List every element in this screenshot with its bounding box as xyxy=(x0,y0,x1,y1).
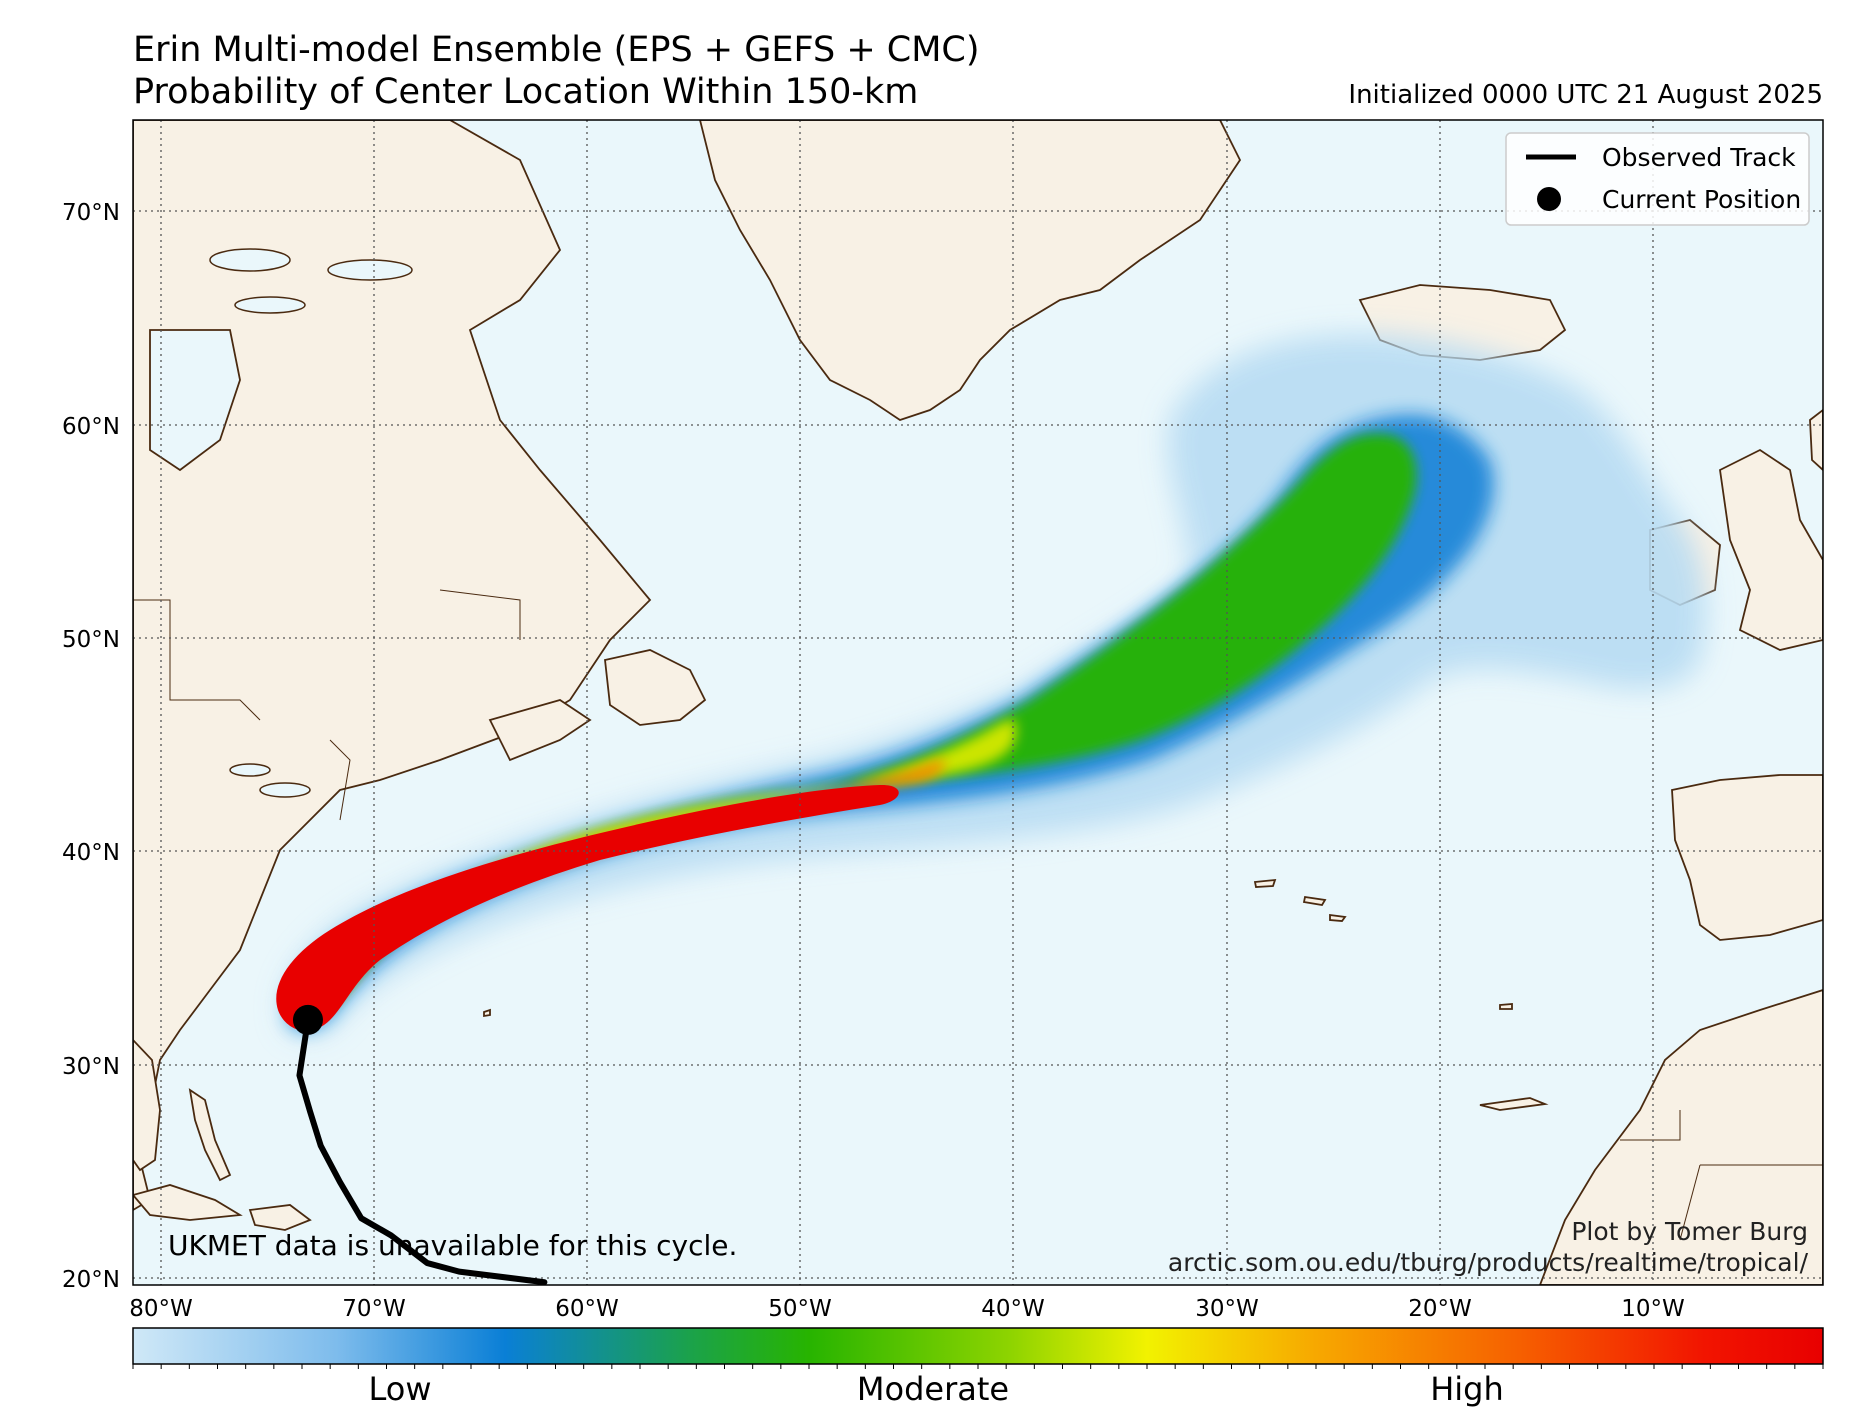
lon-label: 30°W xyxy=(1195,1296,1259,1322)
initialized-time: Initialized 0000 UTC 21 August 2025 xyxy=(1348,80,1823,110)
lat-label: 50°N xyxy=(62,627,120,653)
current-position-marker xyxy=(292,1004,323,1035)
inland-lakes xyxy=(209,248,413,798)
azores-2 xyxy=(1302,895,1327,906)
legend-position-swatch xyxy=(1537,187,1561,211)
bermuda xyxy=(483,1008,491,1018)
hudson-bay xyxy=(149,329,241,472)
lon-label: 40°W xyxy=(981,1296,1045,1322)
legend-current-position: Current Position xyxy=(1602,185,1801,214)
swath-orange xyxy=(302,760,945,1006)
africa xyxy=(1539,989,1823,1285)
colorbar xyxy=(132,1327,1824,1365)
greenland xyxy=(699,120,1242,421)
iberia xyxy=(1671,774,1823,941)
florida xyxy=(133,1038,161,1172)
colorbar-ticks xyxy=(132,1364,1824,1369)
lat-label: 70°N xyxy=(62,200,120,226)
swath-red xyxy=(276,784,899,1031)
azores-3 xyxy=(1329,913,1347,922)
lon-label: 70°W xyxy=(342,1296,406,1322)
cuba xyxy=(133,1184,243,1221)
lat-label: 60°N xyxy=(62,414,120,440)
colorbar-label-moderate: Moderate xyxy=(856,1370,1010,1408)
land-masses xyxy=(133,120,1823,1285)
swath-green xyxy=(295,433,1417,1015)
title-line-1: Erin Multi-model Ensemble (EPS + GEFS + … xyxy=(133,30,980,70)
graticule xyxy=(133,120,1823,1285)
lat-label: 20°N xyxy=(62,1267,120,1293)
ukmet-note: UKMET data is unavailable for this cycle… xyxy=(168,1229,737,1262)
observed-track-line xyxy=(296,1016,548,1285)
lon-label: 10°W xyxy=(1621,1296,1685,1322)
scandinavia xyxy=(1809,408,1823,472)
lon-label: 20°W xyxy=(1408,1296,1472,1322)
lat-label: 30°N xyxy=(62,1054,120,1080)
great-britain xyxy=(1719,448,1823,651)
source-url: arctic.som.ou.edu/tburg/products/realtim… xyxy=(1168,1248,1809,1277)
probability-swath xyxy=(276,334,1706,1037)
legend-observed-track: Observed Track xyxy=(1602,143,1796,172)
nova-scotia xyxy=(488,699,592,762)
title-line-2: Probability of Center Location Within 15… xyxy=(133,72,919,112)
lon-label: 80°W xyxy=(129,1296,193,1322)
hispaniola xyxy=(248,1204,312,1231)
map-frame xyxy=(132,119,1824,1286)
bahamas xyxy=(188,1088,232,1182)
political-borders xyxy=(133,589,1823,1241)
legend-box: Observed Track Current Position xyxy=(1505,132,1810,226)
colorbar-label-high: High xyxy=(1430,1370,1504,1408)
lon-label: 50°W xyxy=(768,1296,832,1322)
longitude-labels: 80°W 70°W 60°W 50°W 40°W 30°W 20°W 10°W xyxy=(129,1296,1685,1322)
lon-label: 60°W xyxy=(555,1296,619,1322)
canaries xyxy=(1479,1097,1549,1111)
credit-text: Plot by Tomer Burg xyxy=(1571,1217,1808,1246)
azores-1 xyxy=(1253,878,1277,888)
lat-label: 40°N xyxy=(62,840,120,866)
madeira xyxy=(1499,1003,1513,1010)
newfoundland xyxy=(604,649,707,726)
colorbar-label-low: Low xyxy=(368,1370,432,1408)
latitude-labels: 70°N 60°N 50°N 40°N 30°N 20°N xyxy=(62,200,120,1293)
